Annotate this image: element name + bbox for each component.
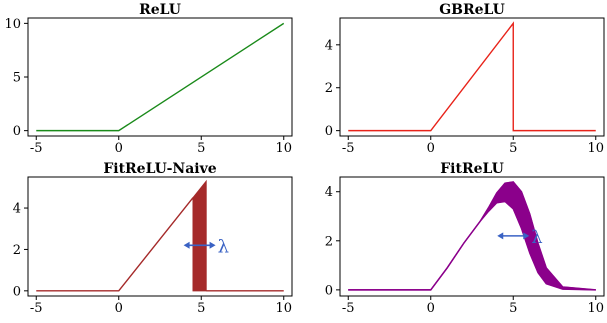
- y-tick-label: 5: [13, 71, 21, 86]
- panel-title: GBReLU: [439, 2, 505, 18]
- relu-panel: ReLU -5 0 5 10 0 5 10: [4, 2, 293, 156]
- x-tick-label: 10: [275, 141, 292, 156]
- uncertainty-band: [192, 179, 207, 292]
- series-line: [36, 197, 194, 292]
- gbrelu-panel: GBReLU -5 0 5 10 0 2 4: [325, 2, 605, 156]
- y-tick-label: 2: [325, 81, 333, 96]
- panel-title: FitReLU: [440, 161, 504, 177]
- y-tick-label: 4: [325, 38, 333, 53]
- x-tick-label: 5: [197, 301, 205, 316]
- x-tick-label: 5: [509, 141, 517, 156]
- x-tick-label: -5: [342, 301, 355, 316]
- series-line: [36, 22, 285, 132]
- envelope-fill: [348, 181, 596, 291]
- plot-frame: [27, 17, 293, 137]
- lambda-label: λ: [218, 236, 229, 257]
- x-tick-label: 0: [115, 141, 123, 156]
- series-line: [348, 21, 596, 132]
- series-line: [348, 181, 596, 291]
- y-tick-label: 0: [13, 124, 21, 139]
- lambda-label: λ: [531, 227, 542, 248]
- y-tick-label: 0: [325, 124, 333, 139]
- x-tick-label: 10: [275, 301, 292, 316]
- y-tick-label: 0: [13, 284, 21, 299]
- arrow-head-right: [523, 232, 530, 240]
- x-tick-label: 5: [509, 301, 517, 316]
- panel-title: FitReLU-Naive: [103, 161, 216, 177]
- panel-title: ReLU: [139, 2, 181, 18]
- x-tick-label: 0: [427, 301, 435, 316]
- arrow-head-right: [209, 241, 216, 249]
- x-tick-label: 10: [587, 301, 604, 316]
- plot-frame: [339, 17, 605, 137]
- x-tick-label: 10: [587, 141, 604, 156]
- x-tick-label: -5: [342, 141, 355, 156]
- fitrelu-panel: FitReLU -5 0 5 10 0 2 4 λ: [325, 161, 605, 316]
- fitrelu-naive-panel: FitReLU-Naive -5 0 5 10 0 2 4 λ: [13, 161, 293, 316]
- arrow-head-left: [183, 241, 190, 249]
- arrow-head-left: [497, 232, 504, 240]
- x-tick-label: 5: [197, 141, 205, 156]
- x-tick-label: 0: [115, 301, 123, 316]
- y-tick-label: 4: [325, 185, 333, 200]
- plot-frame: [27, 176, 293, 297]
- series-line: [348, 200, 596, 291]
- x-tick-label: -5: [30, 301, 43, 316]
- y-tick-label: 0: [325, 283, 333, 298]
- y-tick-label: 10: [4, 17, 21, 32]
- y-tick-label: 4: [13, 202, 21, 217]
- plot-frame: [339, 176, 605, 297]
- y-tick-label: 2: [325, 234, 333, 249]
- x-tick-label: -5: [30, 141, 43, 156]
- y-tick-label: 2: [13, 243, 21, 258]
- x-tick-label: 0: [427, 141, 435, 156]
